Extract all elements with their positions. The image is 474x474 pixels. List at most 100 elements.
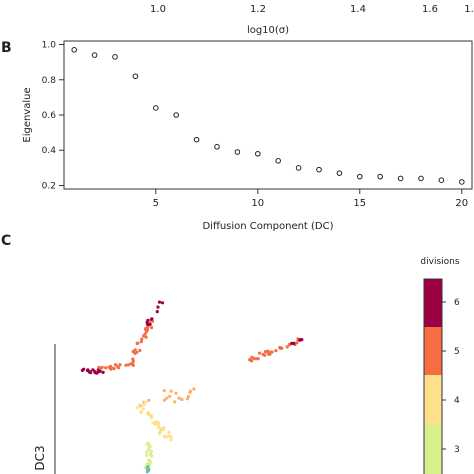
data-point	[149, 452, 153, 456]
data-point	[136, 341, 140, 345]
data-point	[147, 458, 151, 462]
data-point	[146, 441, 150, 445]
data-point	[153, 105, 159, 111]
data-point	[149, 450, 154, 454]
x-tick-label: 15	[353, 198, 366, 209]
data-point	[147, 462, 151, 466]
data-point	[145, 470, 149, 474]
data-point	[158, 429, 162, 433]
data-point	[93, 371, 97, 375]
data-point	[88, 370, 92, 374]
panel-c-label: C	[1, 233, 11, 249]
data-point	[157, 425, 161, 429]
data-point	[167, 430, 171, 434]
diffusion-map-chart: DC3	[33, 300, 304, 474]
data-point	[249, 359, 254, 363]
data-point	[278, 346, 282, 350]
data-point	[316, 166, 322, 173]
data-point	[357, 173, 363, 180]
data-point	[167, 434, 171, 438]
data-point	[139, 340, 143, 344]
data-point	[258, 351, 262, 355]
data-point	[162, 398, 166, 402]
data-point	[192, 387, 196, 391]
data-point	[193, 136, 200, 143]
data-point	[295, 165, 302, 171]
data-point	[138, 348, 142, 353]
data-point	[274, 349, 278, 353]
data-point	[169, 389, 173, 393]
data-point	[397, 175, 404, 182]
data-point	[145, 450, 149, 454]
data-point	[109, 364, 113, 369]
data-point	[157, 300, 162, 304]
data-point	[169, 438, 173, 442]
data-point	[147, 448, 151, 452]
data-point	[173, 112, 179, 118]
x-tick-label: 10	[251, 198, 264, 209]
x-axis-title: Diffusion Component (DC)	[202, 221, 333, 232]
y-tick-label: 0.6	[42, 111, 57, 121]
top-axis-strip: 1.0 1.2 1.4 1.6 1. log10(σ)	[150, 4, 474, 36]
data-point	[131, 363, 135, 367]
data-point	[148, 444, 152, 449]
data-point	[147, 467, 151, 472]
top-tick-label: 1.0	[150, 4, 166, 15]
data-point	[80, 368, 84, 372]
colorbar-legend: divisions 6 5 4 3	[420, 257, 460, 474]
panel-b-label: B	[1, 40, 12, 56]
data-point	[285, 345, 289, 349]
data-point	[146, 465, 150, 469]
data-point	[150, 317, 154, 321]
data-point	[147, 398, 151, 402]
data-point	[146, 318, 150, 322]
y-tick-label: 0.2	[42, 181, 56, 191]
data-point	[256, 357, 260, 361]
data-point	[336, 170, 343, 176]
colorbar-segment-3	[424, 425, 442, 474]
data-point	[263, 353, 267, 357]
y-tick-label: 0.4	[42, 146, 57, 156]
colorbar-tick-label: 3	[454, 445, 460, 455]
colorbar-tick-label: 5	[454, 347, 460, 357]
y-tick-label: 0.8	[42, 76, 57, 86]
data-point	[155, 310, 159, 314]
data-point	[234, 149, 241, 155]
top-axis-title: log10(σ)	[247, 25, 289, 36]
eigenvalue-chart: Eigenvalue Diffusion Component (DC) 5 10 1…	[22, 40, 473, 232]
data-points	[80, 300, 304, 474]
data-point	[126, 363, 130, 367]
top-tick-label: 1.	[464, 4, 474, 15]
data-point	[112, 367, 116, 371]
data-point	[165, 396, 169, 400]
data-point	[185, 397, 189, 401]
data-point	[139, 411, 143, 415]
data-point	[300, 338, 304, 342]
data-point	[459, 179, 465, 185]
x-tick-label: 20	[455, 198, 468, 209]
colorbar-segment-6	[424, 279, 442, 327]
data-point	[124, 363, 128, 367]
data-point	[143, 465, 147, 470]
data-point	[99, 366, 103, 370]
axes: 5 10 15 20 0.2 0.4 0.6 0.8 1.0	[42, 41, 468, 209]
data-point	[145, 462, 149, 466]
data-point	[109, 367, 113, 371]
data-point	[290, 341, 294, 345]
data-point	[135, 406, 139, 410]
data-point	[150, 326, 154, 330]
y-axis-title: DC3	[33, 445, 47, 470]
colorbar-segment-5	[424, 327, 442, 375]
data-points	[71, 47, 465, 185]
data-point	[113, 363, 118, 367]
x-tick-label: 5	[153, 198, 159, 209]
data-point	[131, 357, 135, 361]
data-point	[263, 350, 268, 354]
top-tick-label: 1.6	[422, 4, 438, 15]
data-point	[174, 391, 178, 395]
data-point	[168, 394, 172, 398]
data-point	[162, 389, 166, 393]
data-point	[137, 403, 141, 407]
data-point	[143, 332, 147, 336]
